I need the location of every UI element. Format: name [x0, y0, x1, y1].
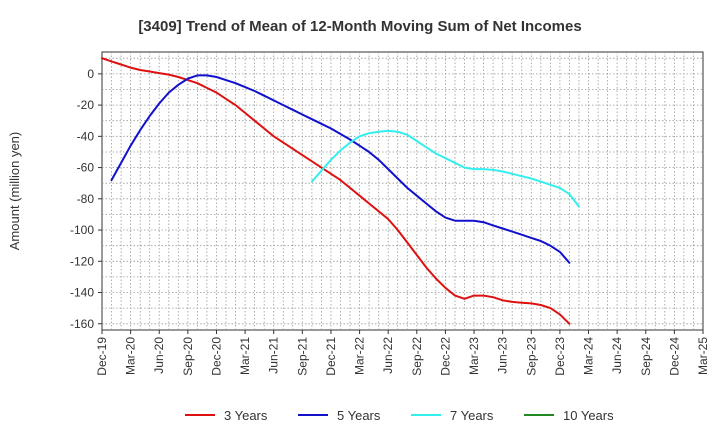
x-tick-label: Sep-22 — [410, 337, 424, 376]
x-tick-label: Dec-23 — [553, 337, 567, 376]
x-tick-label: Mar-23 — [467, 337, 481, 375]
x-tick-label: Dec-19 — [95, 337, 109, 376]
y-tick-label: -140 — [70, 286, 94, 300]
series-line-7-years — [310, 129, 580, 208]
x-tick-label: Sep-20 — [181, 337, 195, 376]
y-axis-label: Amount (million yen) — [7, 132, 22, 251]
legend-label-5-years: 5 Years — [337, 408, 381, 423]
grid-lines — [102, 52, 703, 330]
y-tick-label: 0 — [87, 67, 94, 81]
series-lines — [101, 57, 580, 325]
y-tick-label: -120 — [70, 254, 94, 268]
y-tick-label: -40 — [77, 129, 95, 143]
series-line-3-years — [101, 57, 571, 325]
x-tick-label: Jun-22 — [381, 337, 395, 374]
x-tick-label: Mar-22 — [353, 337, 367, 375]
x-axis-ticks: Dec-19 Mar-20 Jun-20 Sep-20 Dec-20 Mar-21 Jun-… — [95, 330, 710, 376]
x-tick-label: Sep-23 — [524, 337, 538, 376]
legend-label-7-years: 7 Years — [450, 408, 494, 423]
y-tick-label: -100 — [70, 223, 94, 237]
x-tick-label: Mar-25 — [696, 337, 710, 375]
y-tick-label: -60 — [77, 161, 95, 175]
x-tick-label: Mar-20 — [124, 337, 138, 375]
x-tick-label: Mar-21 — [238, 337, 252, 375]
legend-label-3-years: 3 Years — [224, 408, 268, 423]
legend-label-10-years: 10 Years — [563, 408, 614, 423]
x-tick-label: Jun-20 — [152, 337, 166, 374]
x-tick-label: Dec-24 — [667, 337, 681, 376]
x-tick-label: Dec-20 — [210, 337, 224, 376]
x-tick-label: Mar-24 — [582, 337, 596, 375]
plot-area — [101, 51, 704, 331]
chart-title: [3409] Trend of Mean of 12-Month Moving … — [138, 18, 581, 35]
x-tick-label: Jun-23 — [496, 337, 510, 374]
x-tick-label: Dec-21 — [324, 337, 338, 376]
x-tick-label: Sep-21 — [295, 337, 309, 376]
legend: 3 Years 5 Years 7 Years 10 Years — [185, 408, 614, 423]
y-tick-label: -160 — [70, 317, 94, 331]
y-axis-ticks: 0 -20 -40 -60 -80 -100 -120 -140 -160 — [70, 67, 102, 331]
x-tick-label: Jun-21 — [267, 337, 281, 374]
x-tick-label: Dec-22 — [438, 337, 452, 376]
series-line-5-years — [110, 74, 571, 264]
y-tick-label: -80 — [77, 192, 95, 206]
x-tick-label: Sep-24 — [639, 337, 653, 376]
y-tick-label: -20 — [77, 98, 95, 112]
x-tick-label: Jun-24 — [610, 337, 624, 374]
